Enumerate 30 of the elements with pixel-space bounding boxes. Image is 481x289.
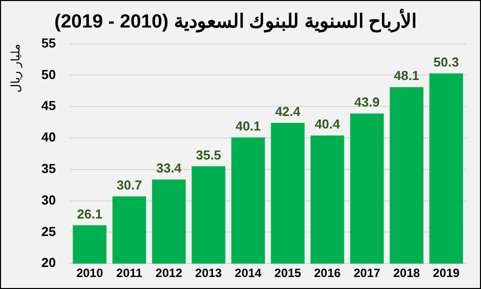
data-label: 40.4 [314,116,341,132]
data-label: 35.5 [196,147,222,162]
data-label: 43.9 [354,94,380,110]
x-tick-label: 2014 [234,266,262,280]
data-label: 26.1 [77,206,102,222]
x-tick-label: 2013 [195,266,222,280]
data-label: 33.4 [156,160,182,176]
data-label: 30.7 [116,177,142,192]
x-tick-label: 2019 [432,266,460,280]
chart-title: الأرباح السنوية للبنوك السعودية (2010 - 2019) [54,8,417,33]
y-tick-label: 55 [41,35,56,50]
y-tick-label: 30 [41,192,56,208]
x-tick-label: 2011 [116,266,143,280]
x-tick-label: 2017 [354,266,381,280]
y-tick-label: 50 [41,66,56,82]
x-tick-label: 2018 [393,266,420,280]
y-tick-label: 40 [41,130,56,145]
x-tick-label: 2015 [274,266,302,280]
x-tick-label: 2012 [156,266,183,280]
y-axis-title: مليار ريال [8,44,22,93]
y-tick-label: 45 [41,98,56,114]
y-tick-label: 25 [41,224,56,239]
data-label: 42.4 [275,104,302,120]
data-label: 48.1 [394,68,420,84]
x-tick-label: 2016 [314,266,342,280]
x-tick-label: 2010 [76,266,104,280]
y-tick-label: 20 [41,255,56,270]
data-label: 50.3 [434,54,459,70]
data-label: 40.1 [235,118,261,134]
y-tick-label: 35 [41,160,56,176]
